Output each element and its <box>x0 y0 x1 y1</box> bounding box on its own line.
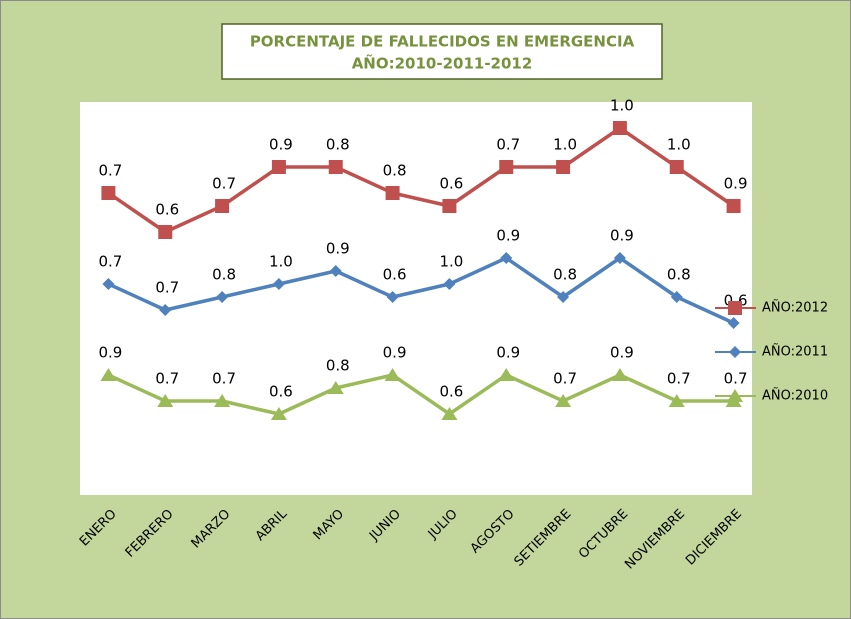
marker <box>443 278 456 290</box>
marker <box>728 301 742 315</box>
data-label: 0.7 <box>553 370 577 388</box>
chart-subtitle: AÑO:2010-2011-2012 <box>352 54 533 73</box>
data-label: 0.7 <box>155 279 179 297</box>
marker <box>327 381 344 394</box>
data-label: 0.6 <box>269 383 293 401</box>
marker <box>669 160 684 174</box>
legend-label: AÑO:2010 <box>762 388 828 404</box>
data-label: 0.6 <box>155 201 179 219</box>
data-label: 1.0 <box>610 97 634 115</box>
marker <box>158 225 173 239</box>
marker <box>216 291 229 303</box>
data-label: 0.8 <box>212 266 236 284</box>
data-label: 0.9 <box>326 240 350 258</box>
marker <box>385 186 400 200</box>
data-label: 0.9 <box>610 227 634 245</box>
series-line <box>107 126 735 234</box>
plot-area <box>80 102 752 495</box>
data-label: 0.8 <box>667 266 691 284</box>
marker <box>727 317 740 329</box>
marker <box>272 278 285 290</box>
data-label: 0.6 <box>439 175 463 193</box>
data-label: 1.0 <box>269 253 293 271</box>
data-label: 0.7 <box>212 175 236 193</box>
marker <box>215 199 230 213</box>
marker <box>670 291 683 303</box>
data-label: 0.6 <box>439 383 463 401</box>
marker <box>102 278 115 290</box>
data-label: 0.9 <box>496 344 520 362</box>
marker <box>500 252 513 264</box>
data-label: 0.9 <box>383 344 407 362</box>
marker <box>556 160 571 174</box>
marker <box>557 291 570 303</box>
marker <box>159 304 172 316</box>
marker <box>727 389 743 402</box>
marker <box>157 394 174 407</box>
data-label: 0.8 <box>383 162 407 180</box>
data-label: 0.7 <box>724 370 748 388</box>
marker <box>668 394 685 407</box>
series-line <box>107 256 735 325</box>
data-label: 0.7 <box>496 136 520 154</box>
marker <box>612 121 627 135</box>
data-label: 0.9 <box>610 344 634 362</box>
data-label: 0.8 <box>553 266 577 284</box>
data-label: 1.0 <box>553 136 577 154</box>
marker <box>386 291 399 303</box>
data-label: 0.9 <box>98 344 122 362</box>
marker <box>613 252 626 264</box>
data-label: 0.9 <box>269 136 293 154</box>
data-label: 1.0 <box>667 136 691 154</box>
chart-title: PORCENTAJE DE FALLECIDOS EN EMERGENCIA <box>250 33 635 51</box>
data-label: 0.9 <box>724 175 748 193</box>
marker <box>270 407 287 420</box>
marker <box>726 199 741 213</box>
marker <box>214 394 231 407</box>
marker <box>271 160 286 174</box>
marker <box>100 368 117 381</box>
marker <box>611 368 628 381</box>
marker <box>329 265 342 277</box>
data-label: 0.7 <box>667 370 691 388</box>
data-label: 0.7 <box>212 370 236 388</box>
marker <box>441 407 458 420</box>
data-label: 0.7 <box>98 253 122 271</box>
data-label: 0.7 <box>155 370 179 388</box>
data-label: 1.0 <box>439 253 463 271</box>
marker <box>442 199 457 213</box>
series-line <box>107 373 734 416</box>
data-label: 0.9 <box>496 227 520 245</box>
marker <box>555 394 572 407</box>
data-label: 0.8 <box>326 136 350 154</box>
data-label: 0.7 <box>98 162 122 180</box>
title-box <box>221 23 663 80</box>
legend-label: AÑO:2011 <box>762 344 828 360</box>
legend-label: AÑO:2012 <box>762 300 828 316</box>
data-label: 0.8 <box>326 357 350 375</box>
marker <box>384 368 401 381</box>
marker <box>729 346 741 358</box>
marker <box>101 186 116 200</box>
marker <box>498 368 515 381</box>
marker <box>499 160 514 174</box>
data-label: 0.6 <box>383 266 407 284</box>
marker <box>328 160 343 174</box>
